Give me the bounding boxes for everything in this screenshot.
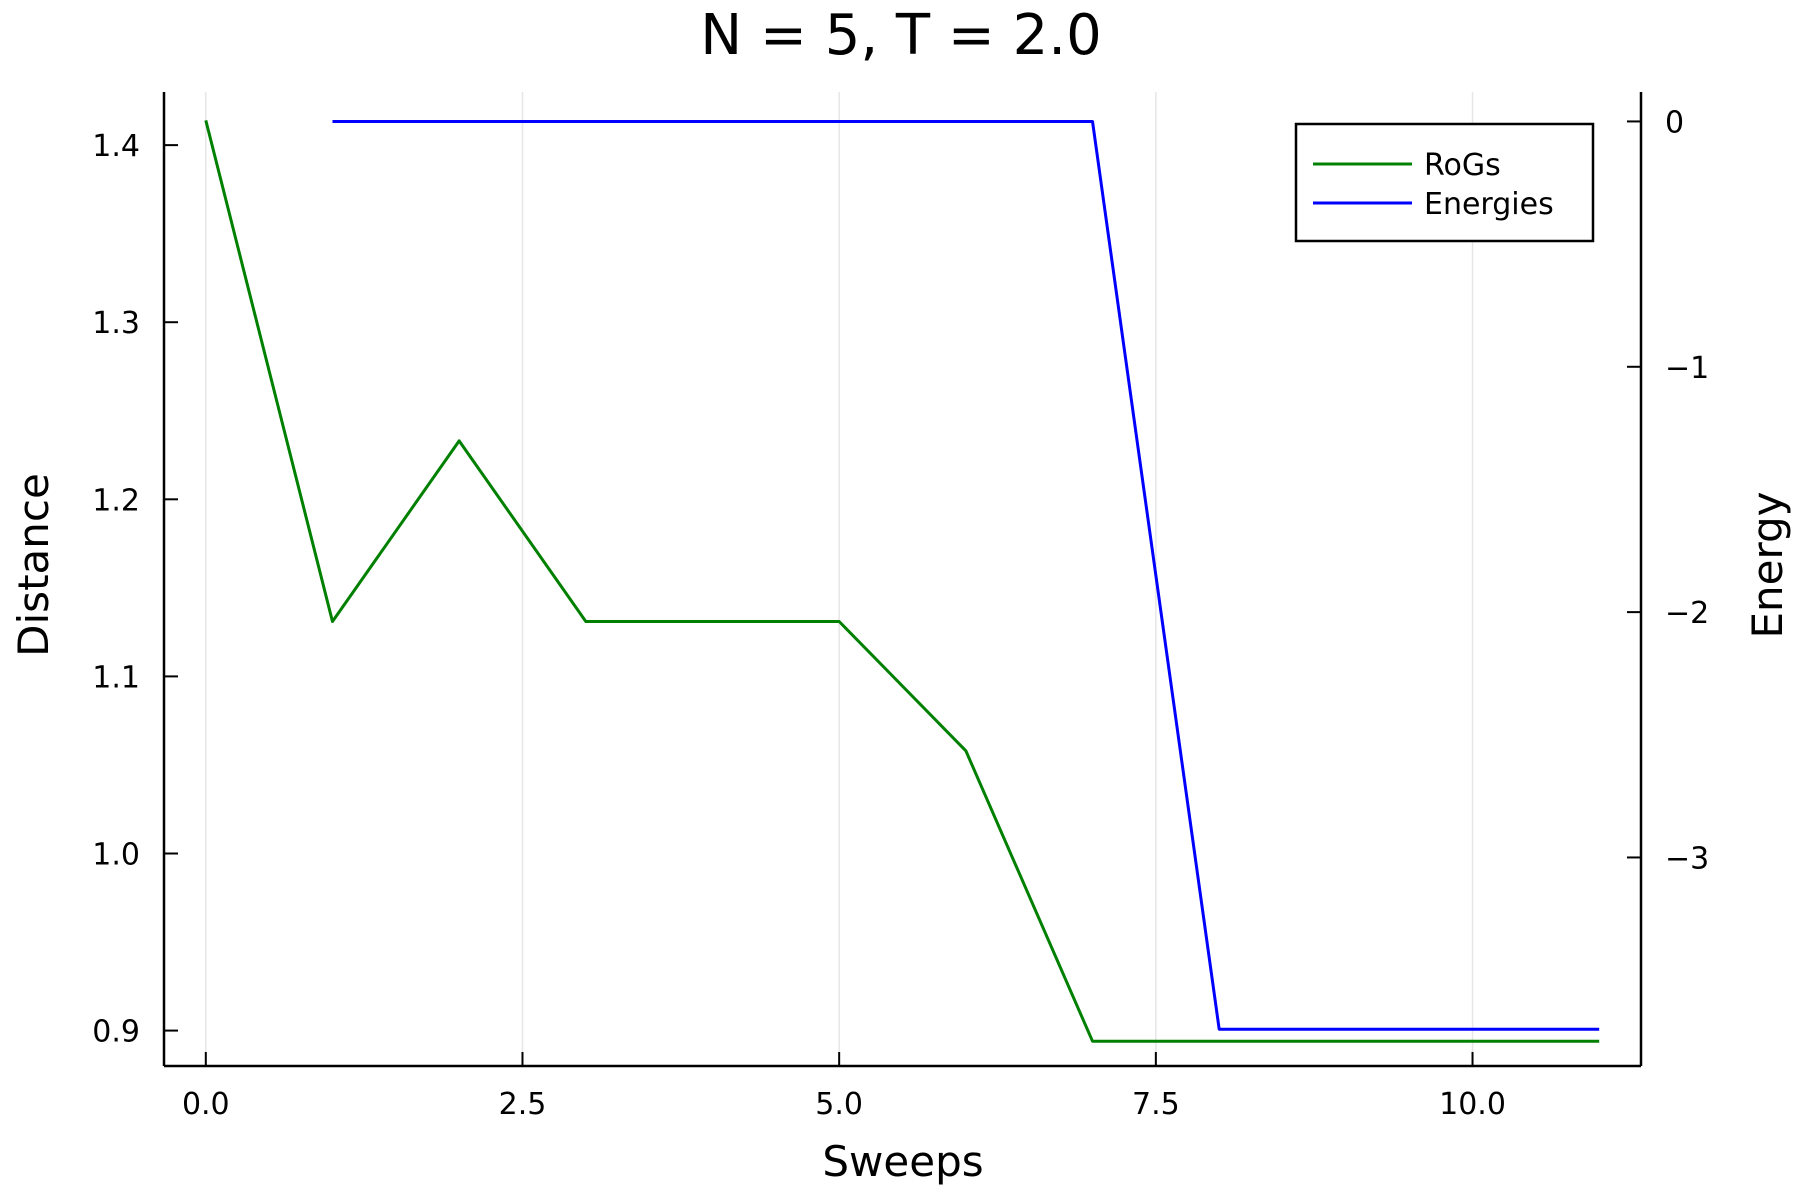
series-layer [204,119,1600,1043]
axes: 0.0 2.5 5.0 7.5 10.0 0.9 1.0 1.1 1.2 1.3 1.4 0 −1 −2 −… [92,92,1709,1122]
y-tick-label: 1.4 [92,129,140,164]
x-tick-label: 7.5 [1132,1087,1180,1122]
x-tick-label: 5.0 [815,1087,863,1122]
y2-axis-title: Energy [1743,491,1792,638]
legend-box [1294,122,1595,243]
y-tick-label: 1.1 [92,660,140,695]
y-axis-title: Distance [9,473,58,657]
x-tick-label: 0.0 [182,1087,230,1122]
legend: RoGs Energies [1294,122,1595,243]
x-tick-label: 10.0 [1439,1087,1506,1122]
y2-tick-label: −1 [1665,351,1709,386]
y2-tick-label: −2 [1665,596,1709,631]
y-tick-label: 1.3 [92,306,140,341]
y2-tick-label: 0 [1665,105,1684,140]
y2-tick-label: −3 [1665,841,1709,876]
y-tick-label: 1.0 [92,837,140,872]
grid-lines [205,92,1474,1066]
series-line-rogs [204,119,1600,1043]
legend-label: RoGs [1424,148,1501,183]
chart-title: N = 5, T = 2.0 [700,3,1101,68]
x-tick-label: 2.5 [499,1087,547,1122]
y-tick-label: 1.2 [92,483,140,518]
legend-label: Energies [1424,187,1554,222]
y-tick-label: 0.9 [92,1015,140,1050]
x-axis-title: Sweeps [822,1137,983,1186]
series-line-energies [332,119,1600,1031]
